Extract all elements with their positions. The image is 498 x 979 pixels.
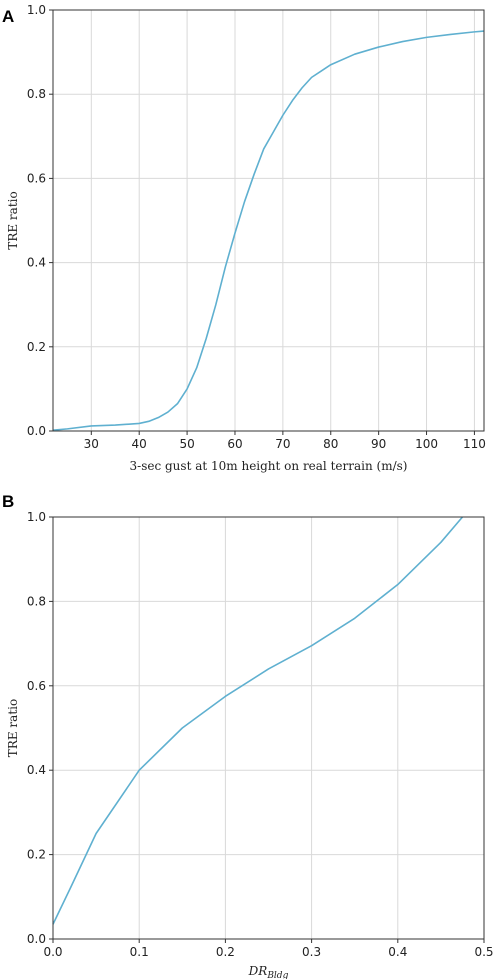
panel-a-x-tick-label: 110 [463,437,486,451]
panel-a-y-tick-label: 0.8 [27,87,46,101]
panel-b-x-axis-label: DRBldg [248,964,289,979]
panel-a-y-axis-label: TRE ratio [6,191,20,249]
panel-a-y-tick-label: 0.6 [27,171,46,185]
panel-b-y-tick-label: 0.8 [27,594,46,608]
panel-a-series-line [52,30,485,431]
panel-a-letter: A [2,7,14,26]
panel-b-chart: B 0.00.20.40.60.81.0 0.0 0.1 0.2 0.3 0.4 0.5 … [2,492,494,979]
panel-a-x-axis-label: 3-sec gust at 10m height on real terrain… [130,459,408,473]
panel-b-x-tick-label: 0.2 [216,945,235,959]
panel-b-x-tick-label: 0.3 [302,945,321,959]
panel-a-x-tick-label: 80 [323,437,338,451]
panel-b-x-tick-label: 0.0 [43,945,62,959]
panel-a-x-tick-label: 100 [415,437,438,451]
panel-a-y-tick-label: 0.0 [27,424,46,438]
panel-b-y-tick-label: 1.0 [27,510,46,524]
panel-b-y-axis-label: TRE ratio [6,699,20,757]
panel-a-ticks [49,9,475,435]
panel-b-y-tick-label: 0.4 [27,763,46,777]
panel-a-x-tick-label: 90 [371,437,386,451]
panel-a-x-tick-label: 30 [84,437,99,451]
panel-a-x-tick-label: 40 [132,437,147,451]
panel-b-y-tick-label: 0.6 [27,679,46,693]
panel-a-plot-frame [52,9,485,432]
panel-a-x-tick-labels: 30 40 50 60 70 80 90 100 110 [84,437,486,451]
panel-b-x-axis-label-main: DR [248,964,268,978]
panel-b-x-tick-label: 0.4 [388,945,407,959]
panel-b-series-line [52,516,464,925]
panel-b-x-tick-label: 0.5 [474,945,493,959]
panel-a-chart: A 0.0 0.2 0.4 0.6 0.8 1.0 30 40 50 60 70 80 90 100 11… [2,3,486,473]
panel-b-y-tick-label: 0.2 [27,848,46,862]
panel-a-x-tick-label: 50 [179,437,194,451]
panel-b-x-tick-label: 0.1 [130,945,149,959]
panel-b-x-tick-labels: 0.0 0.1 0.2 0.3 0.4 0.5 [43,945,493,959]
panel-b-plot-frame [52,516,485,940]
panel-a-x-tick-label: 70 [275,437,290,451]
panel-b-y-tick-label: 0.0 [27,932,46,946]
panel-a-y-tick-label: 0.2 [27,340,46,354]
panel-a-x-tick-label: 60 [227,437,242,451]
panel-b-ticks [49,516,485,943]
panel-b-y-tick-labels: 0.0 0.2 0.4 0.6 0.8 1.0 [27,510,46,946]
panel-a-gridlines [53,9,484,432]
panel-a-y-tick-label: 1.0 [27,3,46,17]
panel-b-letter: B [2,492,14,511]
panel-a-y-tick-label: 0.4 [27,256,46,270]
panel-a-y-tick-labels: 0.0 0.2 0.4 0.6 0.8 1.0 [27,3,46,438]
panel-b-x-axis-label-subscript: Bldg [266,971,288,979]
panel-b-gridlines [52,516,485,940]
